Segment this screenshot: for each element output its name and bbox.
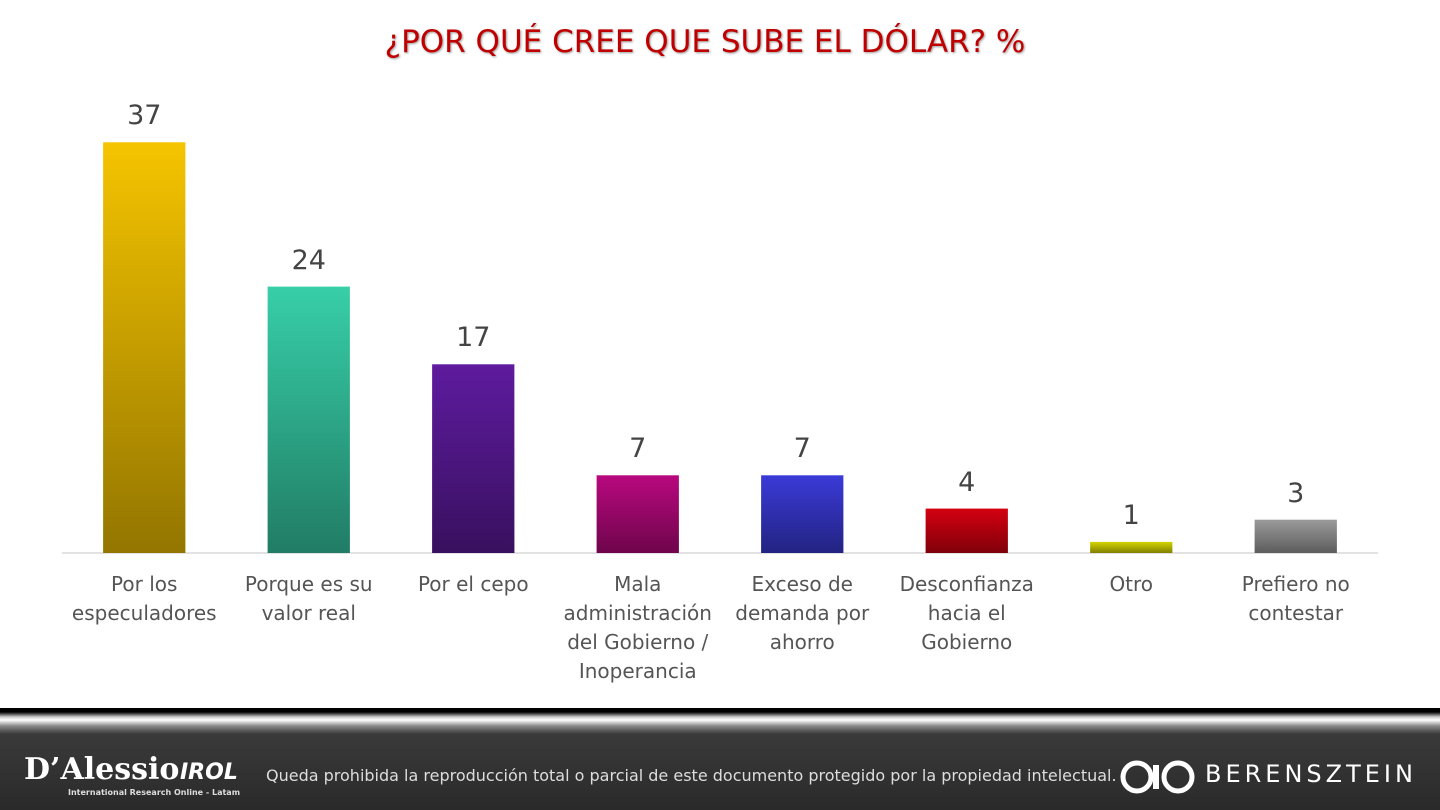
chart [62, 142, 1378, 554]
partner-logo [1120, 760, 1195, 794]
x-tick-label: Exceso de demanda por ahorro [735, 572, 870, 654]
x-tick-label: Prefiero no contestar [1241, 572, 1350, 625]
value-label: 7 [793, 433, 811, 465]
notice: Queda prohibida la reproducción total o … [266, 766, 1117, 785]
chart-title: ¿POR QUÉ CREE QUE SUBE EL DÓLAR? % [384, 24, 1026, 60]
partner: BERENSZTEIN [1205, 760, 1417, 788]
x-tick-label: Mala administración del Gobierno / Inope… [563, 572, 712, 683]
value-label: 3 [1287, 477, 1305, 509]
value-label: 17 [456, 322, 491, 354]
x-tick-label: Por el cepo [417, 572, 529, 596]
brand-subtitle: International Research Online - Latam [68, 788, 241, 797]
brand: D’Alessio [24, 752, 180, 787]
x-tick-label: Porque es su valor real [244, 572, 373, 625]
footer: D’Alessio IROL International Research On… [0, 708, 1440, 810]
value-label: 37 [127, 100, 162, 132]
value-label: 24 [291, 244, 326, 276]
x-tick-label: Desconfianza hacia el Gobierno [899, 572, 1034, 654]
value-label: 1 [1122, 499, 1140, 531]
value-label: 4 [958, 466, 976, 498]
value-label: 7 [629, 433, 647, 465]
brand-tag: IROL [180, 760, 238, 785]
x-tick-label: Por los especuladores [71, 572, 217, 625]
x-tick-label: Otro [1109, 572, 1154, 596]
